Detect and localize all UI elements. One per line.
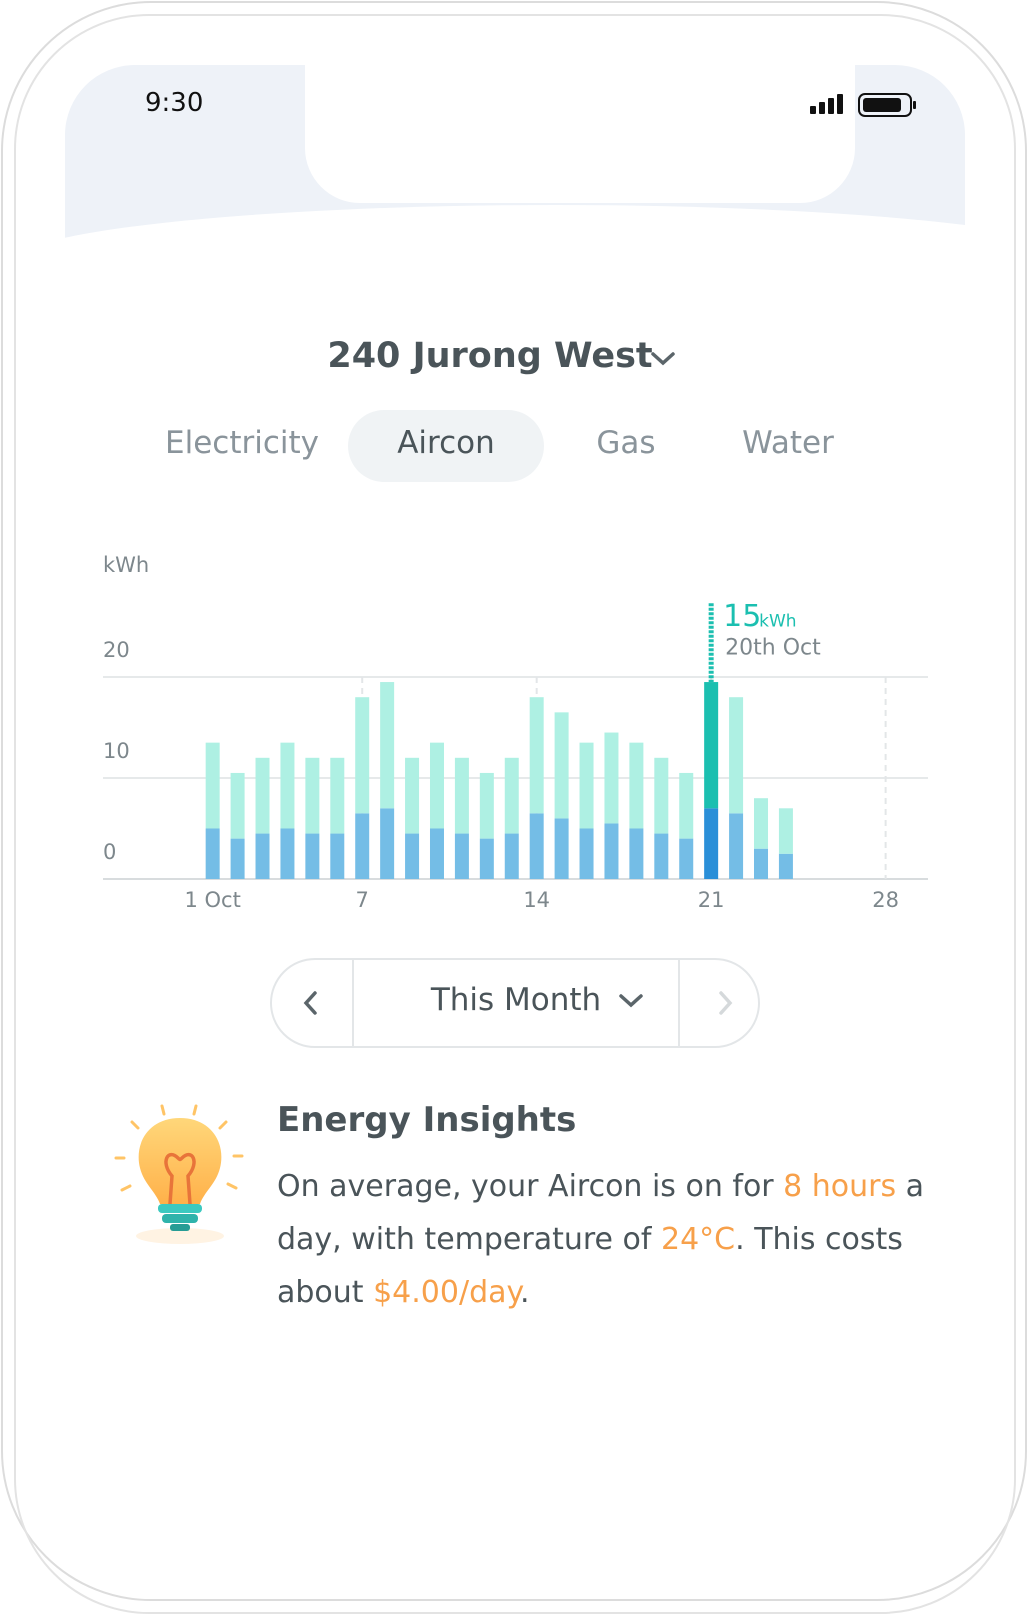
header-background: [65, 65, 965, 245]
bar-segment: [479, 772, 494, 839]
header-wave: [65, 205, 965, 245]
bar-segment: [504, 757, 519, 834]
bar-segment: [230, 772, 245, 839]
tooltip-date: 20th Oct: [725, 635, 821, 660]
bar-segment: [754, 798, 769, 849]
bar-segment: [429, 828, 444, 879]
bar-segment: [255, 757, 270, 834]
x-tick-label: 1 Oct: [184, 888, 240, 912]
body-text: a day, with temperature of: [277, 1169, 925, 1257]
bar-segment: [554, 818, 569, 879]
bar-segment: [230, 838, 245, 879]
body-text: On average, your Aircon is on for: [277, 1169, 784, 1204]
tooltip-unit: kWh: [759, 611, 796, 631]
bar-segment: [255, 833, 270, 879]
bar-segment: [704, 682, 719, 809]
bar-segment: [529, 813, 544, 879]
bar-segment: [479, 838, 494, 879]
bar-segment: [380, 682, 395, 809]
bar-segment: [629, 742, 644, 829]
bar-segment: [629, 828, 644, 879]
status-icons: [810, 93, 916, 117]
bar-segment: [280, 742, 295, 829]
bar-segment: [504, 833, 519, 879]
bar-segment: [778, 853, 793, 879]
bar-segment: [305, 833, 320, 879]
bar-segment: [778, 808, 793, 854]
period-text[interactable]: This Month: [430, 982, 602, 1018]
divider: [352, 960, 354, 1046]
bar-segment: [554, 712, 569, 819]
tab[interactable]: Electricity: [165, 425, 319, 461]
tab-selected-pill: [348, 410, 544, 482]
divider: [678, 960, 680, 1046]
bar-segment: [754, 848, 769, 879]
highlight-text: 24°C: [661, 1222, 736, 1257]
body-text: .: [520, 1275, 530, 1310]
notch: [305, 65, 855, 203]
bar-segment: [654, 833, 669, 879]
bar-segment: [654, 757, 669, 834]
bar-segment: [355, 813, 370, 879]
bar-segment: [704, 808, 719, 879]
bar-segment: [280, 828, 295, 879]
bar-segment: [405, 833, 420, 879]
next-button[interactable]: [712, 988, 738, 1018]
y-axis-label: kWh: [103, 553, 149, 577]
location-title[interactable]: 240 Jurong West: [0, 336, 980, 376]
bar-segment: [529, 697, 544, 814]
bar-segment: [330, 757, 345, 834]
bar-segment: [604, 732, 619, 824]
body-text: . This costs about: [277, 1222, 903, 1310]
y-tick-label: 0: [103, 840, 116, 864]
bar-segment: [729, 697, 744, 814]
bar-segment: [454, 757, 469, 834]
bulb-icon: [114, 1104, 244, 1244]
bar-segment: [454, 833, 469, 879]
tab[interactable]: Aircon: [397, 425, 495, 461]
tab[interactable]: Water: [742, 425, 834, 461]
tab[interactable]: Gas: [596, 425, 656, 461]
insights-title: Energy Insights: [277, 1100, 577, 1140]
bar-segment: [429, 742, 444, 829]
bar-segment: [405, 757, 420, 834]
bar-segment: [679, 838, 694, 879]
bar-segment: [380, 808, 395, 879]
insights-body: On average, your Aircon is on for 8 hour…: [277, 1160, 927, 1319]
y-tick-label: 10: [103, 739, 130, 763]
y-tick-label: 20: [103, 638, 130, 662]
x-tick-label: 21: [698, 888, 725, 912]
highlight-text: $4.00/day: [373, 1275, 520, 1310]
bar-segment: [579, 742, 594, 829]
location-chevron[interactable]: [650, 350, 676, 368]
bar-segment: [679, 772, 694, 839]
x-tick-label: 28: [872, 888, 899, 912]
status-time: 9:30: [145, 88, 204, 118]
x-tick-label: 7: [356, 888, 369, 912]
period-selector: [270, 958, 760, 1048]
prev-button[interactable]: [298, 988, 324, 1018]
bar-segment: [205, 742, 220, 829]
bar-segment: [305, 757, 320, 834]
x-tick-label: 14: [523, 888, 550, 912]
bar-segment: [330, 833, 345, 879]
location-name[interactable]: 240 Jurong West: [327, 336, 653, 376]
bar-segment: [604, 823, 619, 879]
bar-segment: [729, 813, 744, 879]
period-chevron[interactable]: [618, 992, 644, 1010]
bar-segment: [205, 828, 220, 879]
tooltip-value: 15: [723, 599, 761, 634]
bar-segment: [579, 828, 594, 879]
highlight-text: 8 hours: [783, 1169, 897, 1204]
bar-segment: [355, 697, 370, 814]
period-label[interactable]: This Month: [356, 982, 676, 1018]
